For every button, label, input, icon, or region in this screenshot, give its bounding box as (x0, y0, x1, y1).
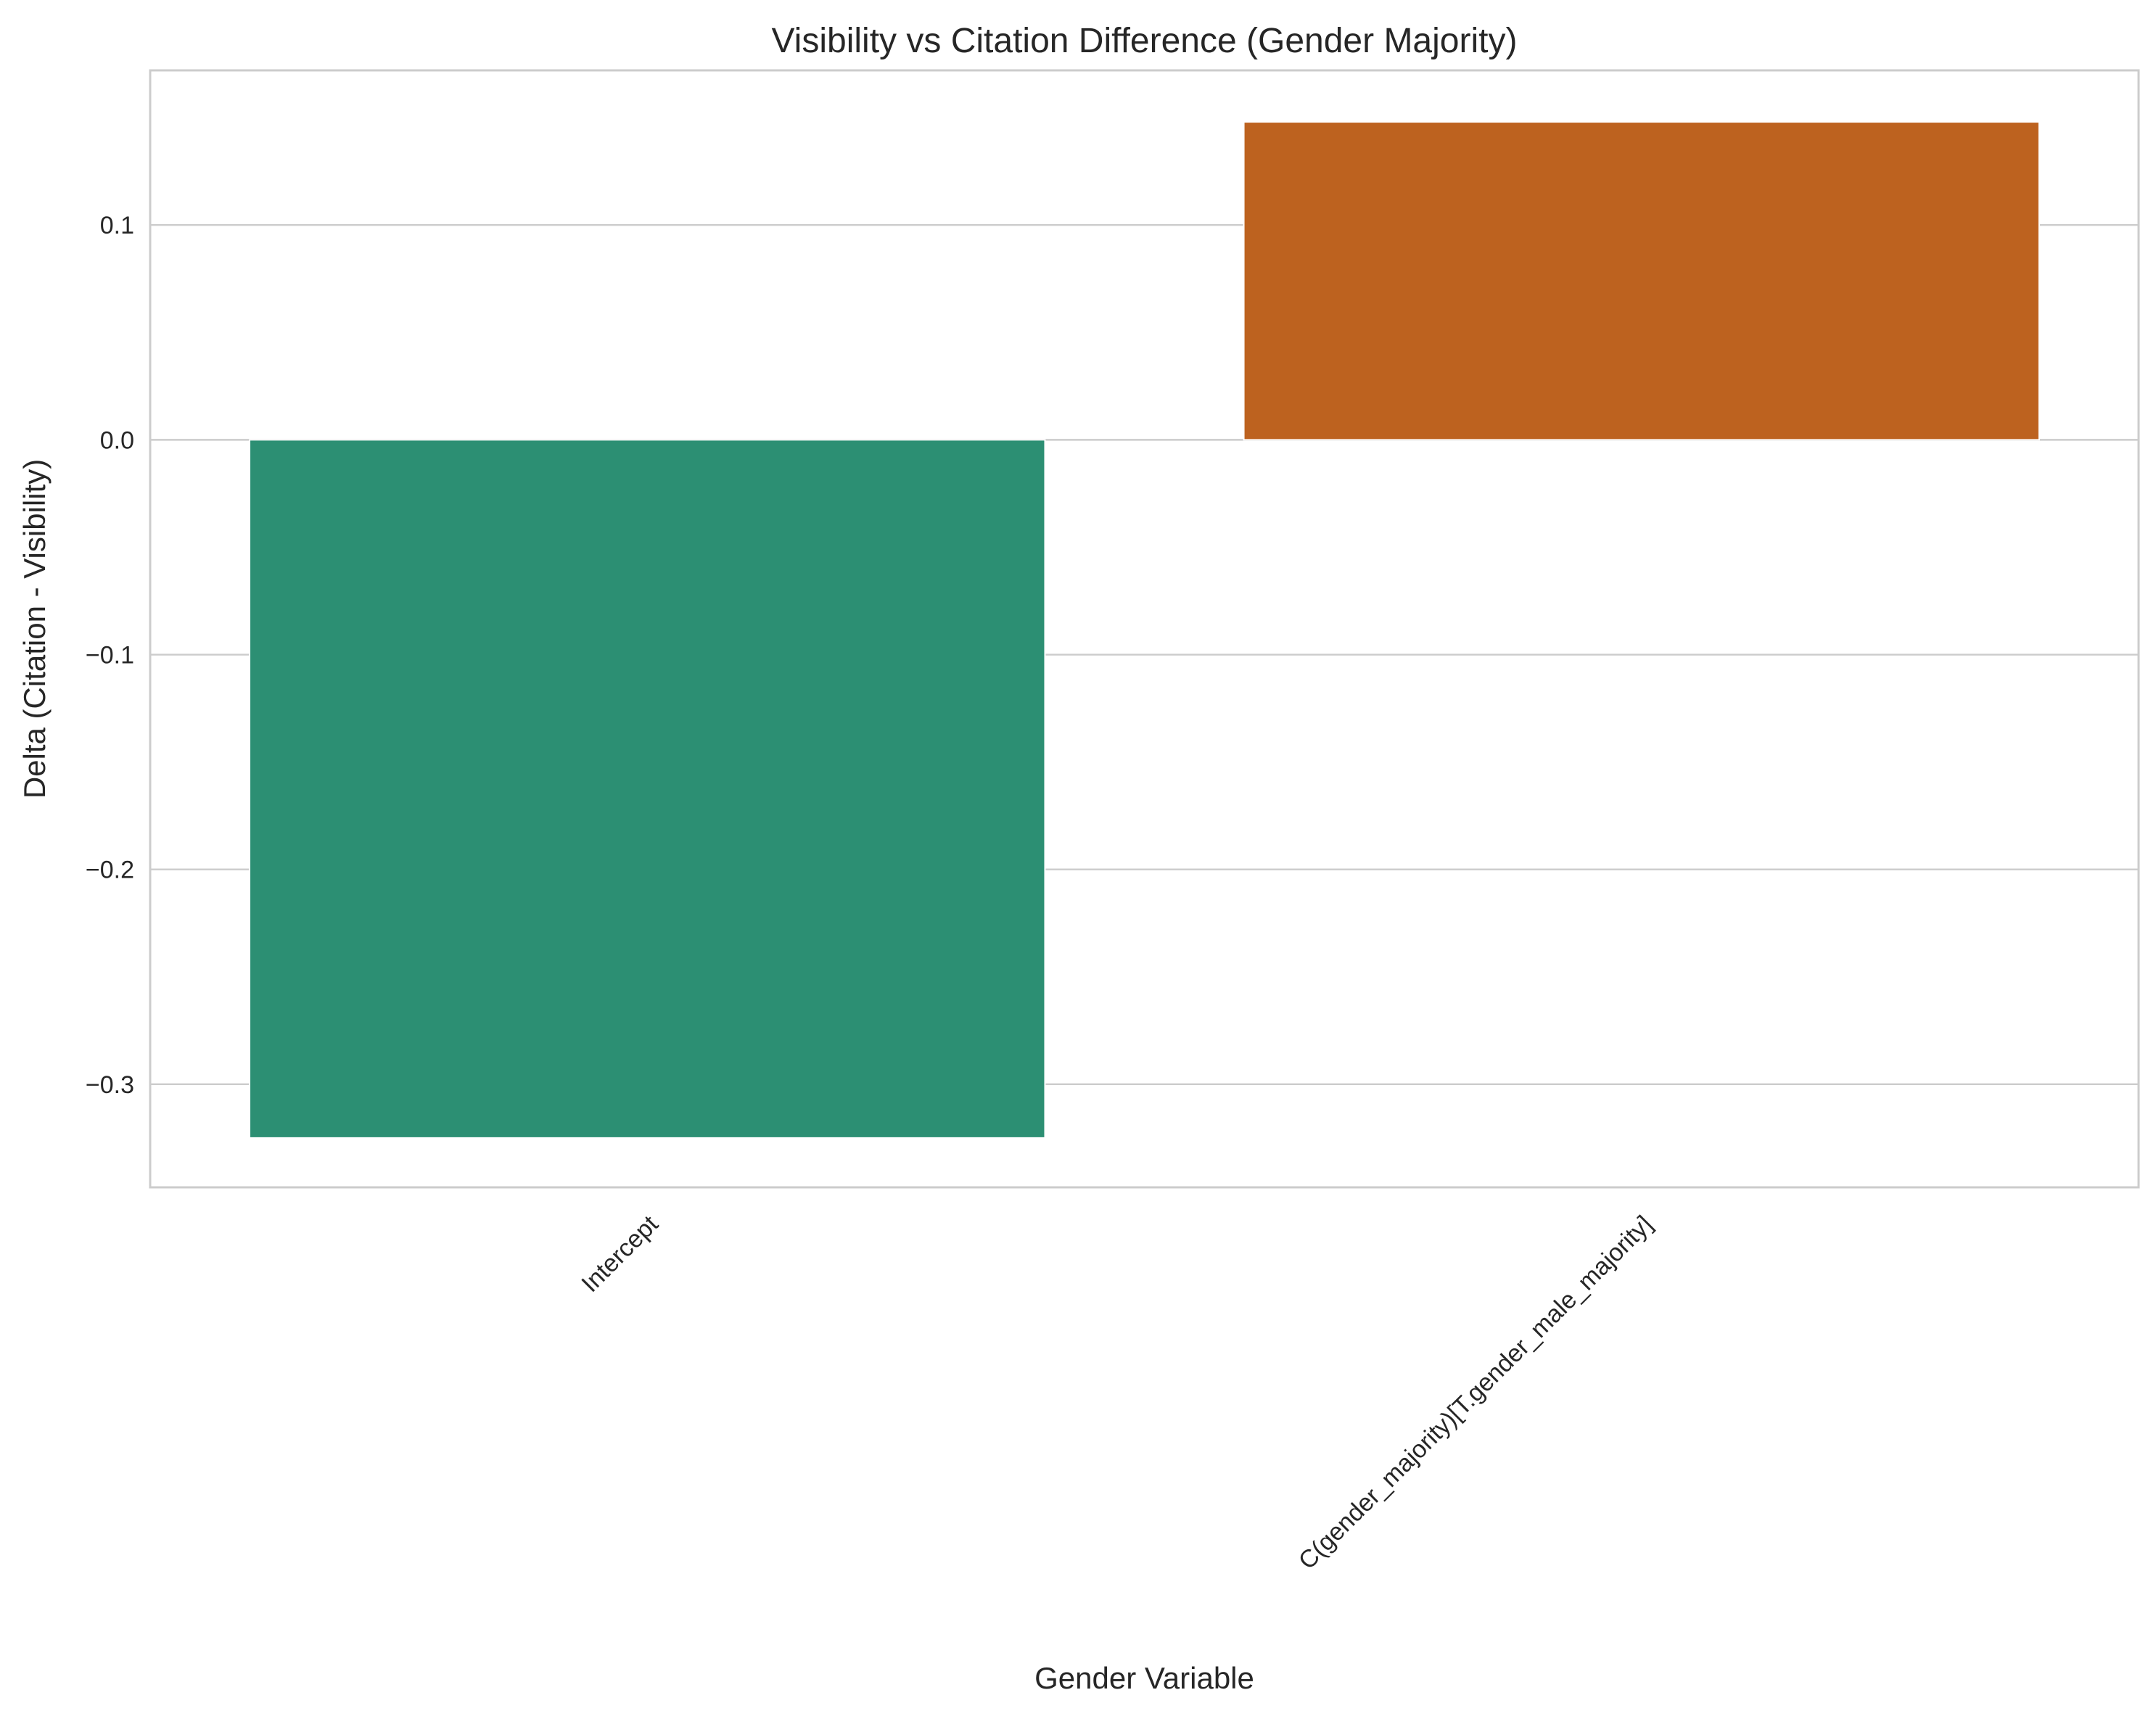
chart-title: Visibility vs Citation Difference (Gende… (772, 22, 1518, 60)
y-axis-label: Delta (Citation - Visibility) (17, 459, 52, 799)
y-tick-label: −0.1 (86, 642, 134, 669)
bars (249, 121, 2040, 1139)
bar (1243, 121, 2040, 441)
plot-frame (149, 69, 2140, 1189)
x-axis-label: Gender Variable (1034, 1661, 1254, 1695)
y-tick-label: 0.1 (100, 212, 134, 239)
bar (249, 439, 1046, 1139)
y-tick-label: −0.3 (86, 1071, 134, 1099)
y-tick-labels: 0.1 0.0 −0.1 −0.2 −0.3 (86, 212, 134, 1099)
y-tick-label: −0.2 (86, 857, 134, 884)
y-tick-label: 0.0 (100, 426, 134, 454)
